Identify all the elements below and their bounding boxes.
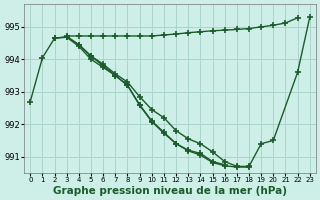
X-axis label: Graphe pression niveau de la mer (hPa): Graphe pression niveau de la mer (hPa) <box>53 186 287 196</box>
